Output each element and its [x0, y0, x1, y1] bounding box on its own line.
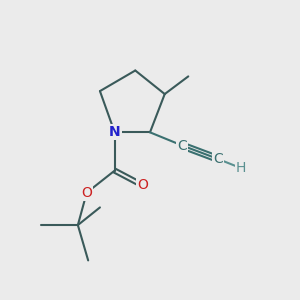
Text: C: C — [213, 152, 223, 166]
Text: O: O — [81, 186, 92, 200]
Text: H: H — [236, 161, 247, 175]
Text: C: C — [178, 139, 187, 153]
Text: O: O — [137, 178, 148, 192]
Text: N: N — [109, 125, 121, 139]
